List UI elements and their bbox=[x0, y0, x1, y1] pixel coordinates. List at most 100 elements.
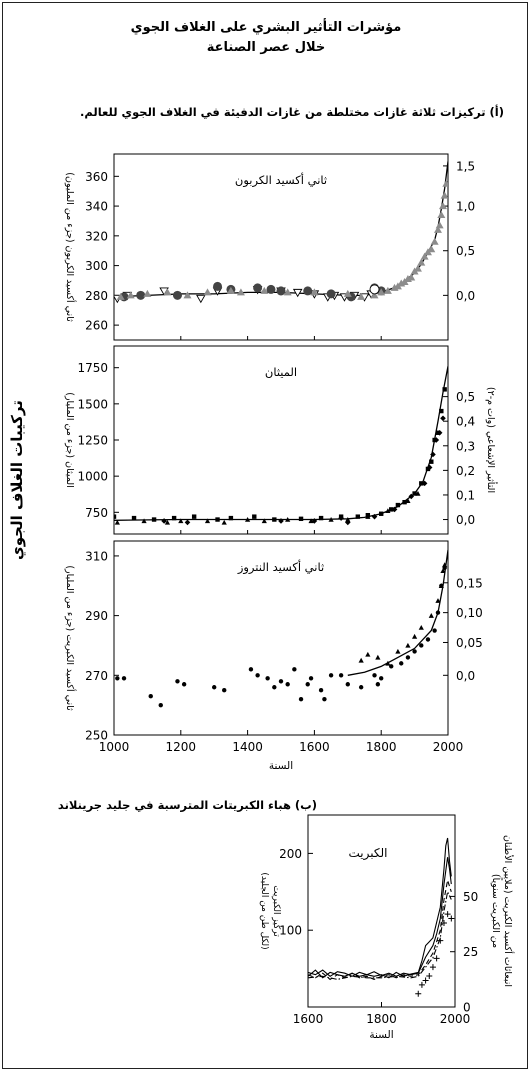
data-point-triangle-dark-2-1-3 bbox=[385, 660, 391, 666]
data-point-circle-dark-0-1-3 bbox=[213, 281, 223, 291]
data-point-triangle-dark-2-1-10 bbox=[438, 583, 444, 588]
data-point-triangle-grey-0-2-33 bbox=[440, 191, 448, 199]
plot-area-3 bbox=[308, 837, 455, 997]
cross-point-4-8 bbox=[444, 911, 451, 918]
x-tick-label-3-2: 2000 bbox=[440, 1012, 471, 1026]
y2-tick-label-0-2: 1,0 bbox=[456, 200, 475, 214]
data-point-triangle-grey-0-2-29 bbox=[433, 225, 442, 233]
x-tick-label-2-0: 1000 bbox=[99, 740, 130, 754]
plot-area-2 bbox=[115, 549, 448, 708]
data-point-triangle-grey-0-2-13 bbox=[370, 291, 379, 299]
data-point-triangle-dark-1-1-13 bbox=[385, 508, 391, 514]
data-point-circle-dark-2-0-26 bbox=[379, 676, 384, 681]
data-point-triangle-dark-2-1-12 bbox=[442, 562, 448, 568]
data-point-circle-dark-2-0-11 bbox=[272, 685, 277, 690]
y-tick-label-2-3: 310 bbox=[85, 549, 108, 563]
y-tick-label-0-3: 320 bbox=[85, 229, 108, 243]
sulphur-series-line-0 bbox=[308, 837, 452, 979]
data-point-circle-dark-2-0-25 bbox=[375, 682, 381, 687]
y-tick-label-0-1: 280 bbox=[85, 289, 108, 303]
x-tick-label-2-4: 1800 bbox=[366, 740, 397, 754]
data-point-triangle-dark-2-1-5 bbox=[405, 642, 411, 648]
data-point-square-dark-1-0-16 bbox=[395, 502, 401, 508]
data-point-triangle-grey-0-2-24 bbox=[417, 258, 426, 266]
data-point-diamond-dark-1-2-3 bbox=[311, 518, 318, 524]
data-point-triangle-grey-0-2-11 bbox=[343, 289, 352, 297]
panel-b-caption: (ب) هباء الكبريتات المترسبة في جليد جرين… bbox=[57, 798, 317, 812]
data-point-triangle-grey-0-2-0 bbox=[116, 292, 125, 300]
data-point-circle-dark-2-0-34 bbox=[435, 610, 441, 615]
panel-title-2: ثاني أكسيد النتروز bbox=[237, 559, 324, 575]
data-point-triangle-grey-0-2-28 bbox=[430, 237, 439, 245]
data-point-square-dark-1-0-3 bbox=[171, 515, 177, 521]
data-point-triangle-grey-0-2-9 bbox=[283, 288, 292, 296]
panel-title-1: الميثان bbox=[265, 365, 297, 379]
y-axis-label-3-line2: (لكل طن من الجليد) bbox=[259, 872, 269, 949]
data-point-circle-dark-2-0-13 bbox=[285, 682, 290, 687]
data-point-circle-dark-2-0-18 bbox=[318, 688, 324, 693]
panel-title-3: الكبريت bbox=[349, 846, 388, 861]
data-point-triangle-dark-2-1-9 bbox=[435, 598, 441, 603]
data-point-triangle-grey-0-2-27 bbox=[427, 245, 436, 253]
data-point-circle-dark-2-0-10 bbox=[265, 676, 270, 681]
data-point-square-dark-1-0-2 bbox=[151, 517, 157, 522]
data-point-triangle-grey-0-2-14 bbox=[377, 288, 386, 296]
data-point-triangle-dark-2-1-1 bbox=[365, 651, 371, 657]
plot-area-1 bbox=[114, 366, 448, 526]
y2-tick-label-2-0: 0,0 bbox=[456, 669, 475, 683]
data-point-circle-dark-2-0-1 bbox=[121, 676, 127, 681]
data-point-circle-dark-2-0-6 bbox=[212, 685, 217, 690]
data-point-circle-dark-2-0-22 bbox=[345, 682, 350, 687]
data-point-circle-dark-2-0-30 bbox=[412, 649, 417, 654]
data-point-square-dark-1-0-10 bbox=[318, 515, 324, 521]
data-point-triangle-dark-1-1-2 bbox=[164, 519, 171, 525]
x-axis-label-3: السنة bbox=[369, 1029, 393, 1041]
data-point-circle-dark-2-0-33 bbox=[432, 628, 437, 633]
data-point-diamond-dark-1-2-9 bbox=[421, 480, 428, 487]
data-point-square-dark-1-0-7 bbox=[252, 514, 257, 519]
data-point-diamond-dark-1-2-5 bbox=[345, 519, 351, 526]
data-point-triangle-grey-0-2-30 bbox=[435, 221, 444, 229]
data-point-triangle-grey-0-2-4 bbox=[183, 291, 192, 299]
cross-point-4-2 bbox=[422, 977, 429, 984]
data-point-circle-dark-0-1-1 bbox=[136, 290, 146, 300]
y2-tick-label-1-0: 0,0 bbox=[456, 513, 475, 527]
data-point-circle-dark-2-0-20 bbox=[328, 673, 334, 678]
y-tick-label-0-4: 340 bbox=[85, 200, 108, 214]
data-point-square-dark-1-0-20 bbox=[425, 466, 431, 472]
data-point-triangle-dark-2-1-0 bbox=[358, 657, 364, 663]
y-tick-label-0-0: 260 bbox=[85, 319, 108, 333]
data-point-square-dark-1-0-9 bbox=[298, 516, 304, 522]
y2-axis-label-3: انبعاثات أكسيد الكبريت (ملايين الأطنانمن… bbox=[490, 835, 515, 987]
data-point-square-dark-1-0-8 bbox=[272, 517, 277, 522]
data-point-circle-dark-2-0-8 bbox=[248, 667, 254, 672]
data-point-triangle-open-0-0-7 bbox=[292, 288, 303, 298]
data-point-circle-dark-0-1-9 bbox=[326, 289, 336, 299]
x-tick-label-3-1: 1800 bbox=[366, 1012, 397, 1026]
data-point-circle-dark-0-1-5 bbox=[253, 283, 263, 293]
figure-title-line2: خلال عصر الصناعة bbox=[206, 40, 326, 55]
data-point-square-dark-1-0-14 bbox=[379, 511, 384, 516]
y-tick-label-1-1: 1000 bbox=[77, 470, 108, 484]
data-point-triangle-dark-1-1-9 bbox=[308, 518, 314, 524]
data-point-circle-dark-2-0-17 bbox=[308, 676, 314, 681]
chart-panel-3 bbox=[307, 814, 456, 1008]
data-point-triangle-dark-2-1-6 bbox=[412, 633, 418, 639]
y-axis-label-1: الميثان (جزء من المليار) bbox=[64, 392, 75, 488]
data-point-triangle-dark-2-1-11 bbox=[440, 568, 446, 574]
y2-tick-label-2-2: 0,10 bbox=[456, 606, 483, 620]
data-point-triangle-grey-0-2-23 bbox=[413, 264, 422, 272]
data-point-square-dark-1-0-15 bbox=[389, 507, 394, 512]
y-tick-label-1-0: 750 bbox=[85, 506, 108, 520]
data-point-diamond-dark-1-2-6 bbox=[371, 513, 378, 520]
data-point-triangle-dark-2-1-4 bbox=[395, 648, 401, 654]
x-tick-label-2-3: 1600 bbox=[299, 740, 330, 754]
sulphur-series-line-1 bbox=[308, 857, 452, 977]
data-point-square-dark-1-0-1 bbox=[131, 515, 137, 521]
data-point-circle-dark-2-0-15 bbox=[298, 696, 304, 702]
data-point-triangle-dark-2-1-2 bbox=[375, 654, 381, 660]
y-axis-label-2: ثاني أكسيد الكبريت (جزء من المليار) bbox=[64, 565, 77, 711]
y-tick-label-3-1: 200 bbox=[279, 847, 302, 861]
